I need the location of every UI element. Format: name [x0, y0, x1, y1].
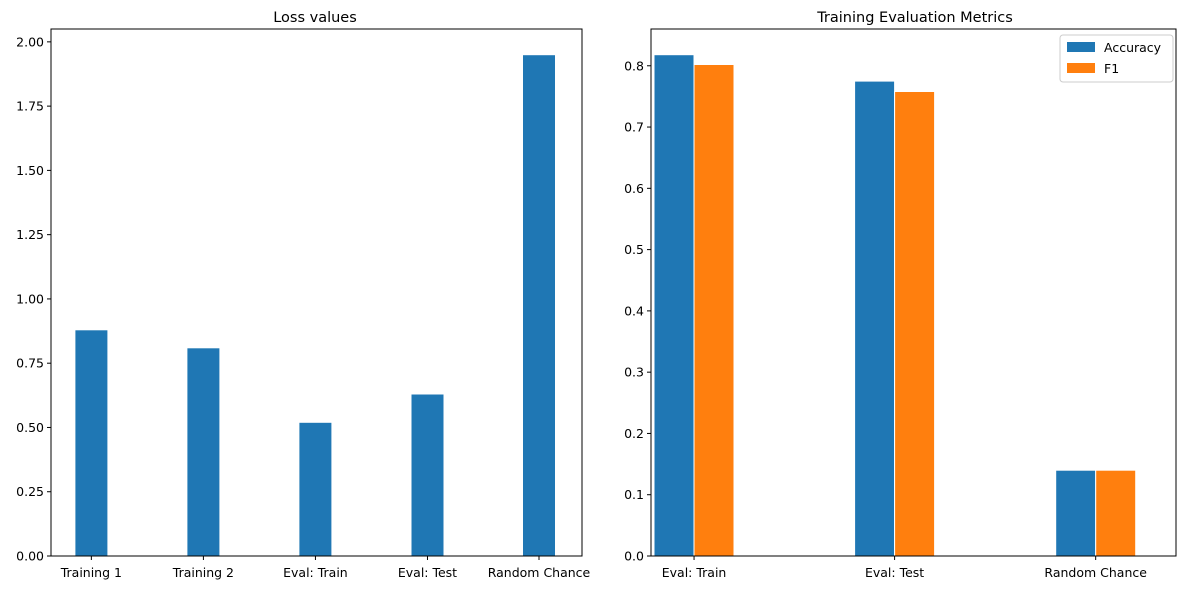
legend-label-f1: F1 [1104, 61, 1119, 76]
loss-y-tick-label: 1.75 [16, 99, 44, 114]
metrics-y-tick-label: 0.2 [624, 426, 644, 441]
metrics-bar-accuracy-eval-train [653, 54, 695, 557]
metrics-y-tick-label: 0.5 [624, 242, 644, 257]
metrics-legend: Accuracy F1 [1059, 34, 1174, 83]
metrics-y-tick-label: 0.8 [624, 58, 644, 73]
metrics-bar-f1-random-chance [1095, 469, 1137, 557]
metrics-x-axis: Eval: Train Eval: Test Random Chance [662, 556, 1147, 580]
loss-x-axis: Training 1 Training 2 Eval: Train Eval: Tes… [60, 556, 591, 580]
loss-bars [74, 54, 556, 557]
legend-label-accuracy: Accuracy [1104, 40, 1162, 55]
loss-y-tick-label: 0.25 [16, 484, 44, 499]
metrics-bar-f1-eval-train [693, 64, 735, 557]
metrics-chart-title: Training Evaluation Metrics [816, 10, 1013, 26]
loss-plot-frame [50, 28, 583, 557]
loss-y-tick-label: 0.50 [16, 420, 44, 435]
metrics-y-tick-label: 0.1 [624, 487, 644, 502]
metrics-y-tick-label: 0.0 [624, 549, 644, 564]
loss-bar-value-eval-train [298, 421, 333, 557]
legend-swatch-accuracy [1067, 42, 1095, 52]
metrics-bar-f1-eval-test [894, 91, 936, 557]
metrics-y-tick-label: 0.4 [624, 303, 644, 318]
metrics-y-tick-label: 0.6 [624, 181, 644, 196]
legend-swatch-f1 [1067, 63, 1095, 73]
metrics-bars [653, 54, 1137, 557]
loss-y-tick-label: 2.00 [16, 34, 44, 49]
eval-metrics-chart: Training Evaluation Metrics 0.0 0.1 0.2 0.3… [624, 10, 1177, 580]
metrics-y-tick-label: 0.3 [624, 365, 644, 380]
loss-x-tick-label: Training 2 [172, 565, 234, 580]
loss-bar-value-training-1 [74, 329, 109, 557]
metrics-x-tick-label: Eval: Train [662, 565, 727, 580]
metrics-bar-accuracy-random-chance [1055, 469, 1097, 557]
loss-x-tick-label: Eval: Test [398, 565, 457, 580]
loss-bar-value-random-chance [522, 54, 556, 557]
loss-y-tick-label: 1.25 [16, 227, 44, 242]
metrics-x-tick-label: Random Chance [1044, 565, 1147, 580]
loss-y-axis: 0.00 0.25 0.50 0.75 1.00 1.25 1.50 1.75 2.00 [16, 34, 51, 564]
metrics-plot-frame [650, 28, 1177, 557]
metrics-y-axis: 0.0 0.1 0.2 0.3 0.4 0.5 0.6 0.7 0.8 [624, 58, 651, 564]
loss-bar-value-training-2 [186, 347, 221, 557]
loss-x-tick-label: Eval: Train [283, 565, 348, 580]
loss-bar-value-eval-test [410, 393, 445, 557]
metrics-y-tick-label: 0.7 [624, 120, 644, 135]
loss-x-tick-label: Random Chance [488, 565, 591, 580]
loss-y-tick-label: 1.00 [16, 291, 44, 306]
metrics-x-tick-label: Eval: Test [865, 565, 924, 580]
metrics-bar-accuracy-eval-test [854, 80, 896, 557]
loss-x-tick-label: Training 1 [60, 565, 122, 580]
loss-chart-title: Loss values [273, 10, 357, 26]
loss-y-tick-label: 0.75 [16, 356, 44, 371]
loss-y-tick-label: 1.50 [16, 163, 44, 178]
loss-values-chart: Loss values 0.00 0.25 0.50 0.75 1.00 1.25 1.50… [16, 10, 590, 580]
loss-y-tick-label: 0.00 [16, 549, 44, 564]
